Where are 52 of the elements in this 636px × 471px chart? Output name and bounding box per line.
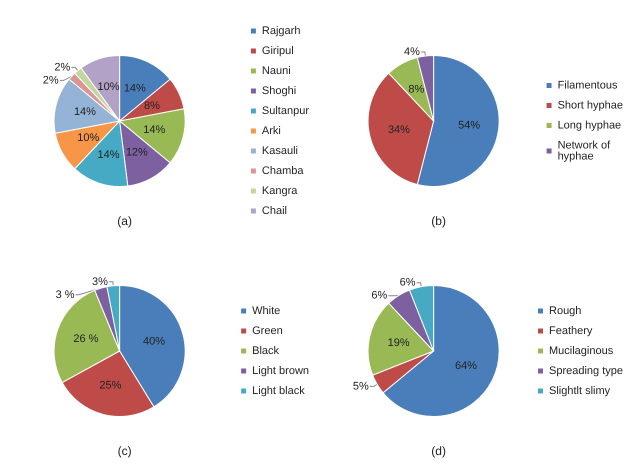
- data-label: 2%: [54, 61, 70, 74]
- data-label: 2%: [42, 74, 59, 86]
- text: (a): [117, 214, 132, 228]
- legend-label: Slightlt slimy: [549, 385, 611, 397]
- legend-label: Short hyphae: [558, 100, 623, 112]
- legend-label: Kangra: [262, 185, 298, 197]
- data-label: 8%: [144, 100, 160, 112]
- data-label: 34%: [388, 124, 410, 136]
- legend-label: Rough: [549, 305, 582, 317]
- data-label: 6%: [400, 276, 416, 289]
- legend-label: Long hyphae: [558, 120, 622, 132]
- data-label: 14%: [143, 124, 166, 136]
- legend-label: Mucilaginous: [549, 345, 614, 357]
- data-label: 3 %: [56, 288, 75, 301]
- legend-label: White: [252, 305, 280, 317]
- legend-label: Light black: [252, 385, 306, 397]
- data-label: 3%: [92, 276, 108, 288]
- legend-label: Kasauli: [262, 145, 298, 157]
- legend-label: Shoghi: [262, 85, 296, 97]
- data-label: 54%: [458, 119, 480, 132]
- data-label: 5%: [352, 380, 369, 392]
- legend-label: Nauni: [262, 65, 291, 77]
- legend-label: Feathery: [549, 325, 593, 337]
- data-label: 14%: [74, 106, 96, 118]
- data-label: 14%: [124, 82, 146, 95]
- text: (c): [118, 444, 132, 458]
- data-label: 8%: [408, 84, 425, 96]
- data-label: 4%: [404, 46, 420, 58]
- legend-label: Filamentous: [558, 80, 618, 92]
- legend-label: Green: [252, 325, 283, 337]
- legend-label: Chamba: [262, 165, 304, 177]
- data-label: 40%: [143, 335, 166, 348]
- data-label: 25%: [99, 380, 122, 392]
- legend-label: Light brown: [252, 365, 310, 377]
- legend-label: Rajgarh: [262, 25, 300, 37]
- data-label: 64%: [454, 360, 478, 372]
- data-label: 12%: [126, 146, 148, 158]
- legend-label: Black: [252, 345, 280, 357]
- data-label: 19%: [388, 337, 410, 350]
- data-label: 26 %: [73, 333, 99, 346]
- legend-label: Network of hyphae: [558, 140, 614, 162]
- data-label: 14%: [98, 149, 120, 162]
- data-label: 10%: [98, 80, 120, 93]
- legend-label: Sultanpur: [262, 105, 310, 117]
- legend-label: Giripul: [262, 45, 294, 57]
- legend-label: Spreading type: [549, 365, 623, 377]
- legend-label: Arki: [262, 125, 281, 137]
- legend-label: Chail: [262, 205, 287, 217]
- text: (b): [431, 214, 446, 228]
- data-label: 10%: [77, 132, 100, 144]
- data-label: 6%: [371, 290, 388, 302]
- text: (d): [431, 444, 446, 458]
